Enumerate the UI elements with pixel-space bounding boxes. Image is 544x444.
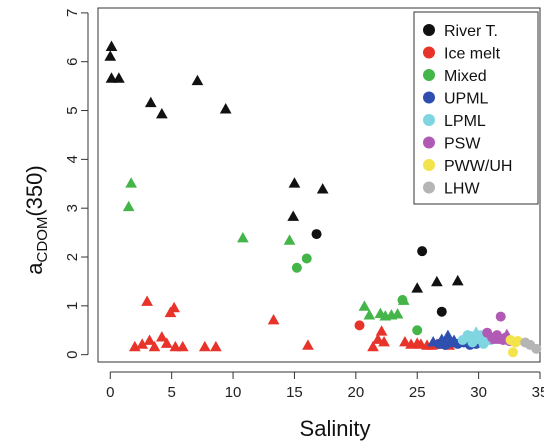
data-point-triangle	[169, 340, 182, 352]
data-point-triangle	[399, 335, 411, 347]
x-tick-label: 15	[286, 384, 303, 401]
data-point-triangle	[155, 107, 168, 119]
legend-swatch	[423, 114, 435, 126]
x-tick-label: 35	[532, 384, 544, 401]
legend-swatch	[423, 136, 435, 149]
legend-swatch	[423, 24, 435, 36]
legend-label: River T.	[444, 23, 498, 40]
data-point-triangle	[143, 334, 156, 345]
data-point-triangle	[105, 72, 118, 83]
data-point-circle	[397, 294, 408, 305]
x-tick-label: 30	[470, 384, 487, 401]
data-point-circle	[495, 311, 506, 322]
data-point-triangle	[442, 329, 454, 341]
data-point-triangle	[113, 72, 125, 83]
data-point-circle	[311, 229, 322, 240]
data-point-triangle	[155, 331, 168, 342]
data-point-triangle	[288, 177, 301, 188]
data-point-triangle	[176, 340, 189, 352]
data-point-triangle	[316, 183, 329, 194]
y-tick-label: 6	[64, 58, 81, 66]
data-point-circle	[436, 306, 447, 317]
legend: River T. Ice melt Mixed UPML LPML PSW PWW/UH LH…	[413, 11, 539, 205]
data-point-triangle	[237, 231, 249, 243]
x-axis-title: Salinity	[300, 416, 371, 441]
legend-swatch	[423, 46, 435, 59]
data-point-circle	[478, 338, 489, 349]
data-point-circle	[531, 343, 542, 354]
data-point-triangle	[489, 333, 502, 344]
data-point-circle	[466, 331, 477, 342]
data-point-triangle	[451, 274, 464, 286]
data-point-triangle	[210, 340, 222, 352]
y-axis-title: aCDOM(350)	[22, 165, 51, 274]
data-point-triangle	[191, 74, 204, 86]
data-point-triangle	[287, 210, 300, 221]
data-point-triangle	[302, 339, 314, 350]
data-point-triangle	[411, 282, 424, 293]
data-point-triangle	[363, 309, 376, 320]
legend-label: Mixed	[444, 68, 487, 85]
legend-label: PSW	[444, 136, 481, 153]
data-point-triangle	[283, 234, 296, 245]
x-tick-label: 0	[106, 384, 114, 401]
data-point-circle	[507, 347, 518, 358]
data-point-triangle	[375, 325, 388, 336]
data-point-triangle	[358, 300, 371, 311]
legend-swatch	[423, 69, 435, 81]
legend-swatch	[423, 159, 435, 171]
data-point-triangle	[141, 295, 153, 306]
data-point-circle	[291, 262, 302, 273]
data-point-circle	[354, 320, 365, 331]
legend-label: UPML	[444, 91, 489, 108]
data-point-triangle	[378, 335, 390, 347]
legend-box	[413, 11, 539, 205]
legend-label: Ice melt	[444, 46, 501, 63]
data-point-triangle	[431, 275, 443, 287]
data-point-triangle	[105, 40, 118, 51]
data-point-triangle	[136, 338, 149, 349]
y-tick-label: 7	[64, 9, 81, 17]
data-point-circle	[417, 246, 428, 257]
data-point-triangle	[219, 103, 232, 114]
data-point-triangle	[267, 313, 280, 325]
y-axis-title-main: a	[22, 262, 47, 275]
x-tick-label: 25	[409, 384, 426, 401]
data-point-triangle	[198, 340, 211, 352]
legend-swatch	[423, 91, 435, 104]
x-tick-label: 10	[225, 384, 242, 401]
data-point-triangle	[144, 96, 157, 108]
data-point-circle	[301, 253, 312, 264]
legend-label: PWW/UH	[444, 158, 512, 175]
legend-swatch	[423, 181, 435, 194]
data-point-triangle	[125, 177, 137, 188]
x-tick-label: 5	[167, 384, 175, 401]
x-tick-label: 20	[347, 384, 364, 401]
y-axis-title-sub: CDOM	[34, 217, 51, 263]
plot-frame	[97, 7, 541, 363]
data-point-triangle	[367, 340, 379, 352]
y-axis-title-paren: (350)	[22, 165, 47, 216]
legend-label: LHW	[444, 181, 480, 198]
data-point-triangle	[160, 337, 173, 348]
y-tick-label: 5	[64, 106, 81, 114]
y-tick-label: 0	[64, 351, 81, 359]
data-point-triangle	[372, 333, 384, 344]
legend-label: LPML	[444, 113, 486, 130]
data-point-triangle	[104, 50, 117, 61]
y-tick-label: 4	[64, 155, 81, 163]
data-point-triangle	[168, 301, 180, 313]
y-tick-label: 1	[64, 302, 81, 310]
data-point-triangle	[122, 200, 135, 212]
data-points	[104, 40, 542, 358]
data-point-triangle	[391, 308, 404, 319]
y-tick-label: 3	[64, 204, 81, 212]
axes: 0 5 10 15 20 25 30 35 0 1 2 3 4 5 6 7	[64, 7, 544, 401]
data-point-circle	[412, 325, 423, 336]
y-tick-label: 2	[64, 253, 81, 261]
data-point-triangle	[148, 340, 161, 352]
